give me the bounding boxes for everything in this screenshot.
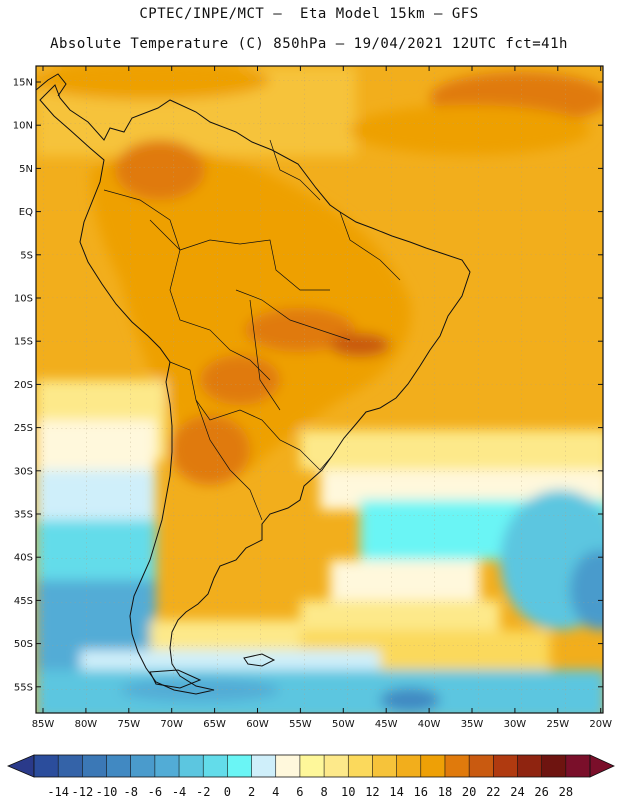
lat-label: 15S [14, 337, 33, 348]
colorbar-swatch [469, 755, 494, 777]
colorbar-swatch [106, 755, 131, 777]
lat-label: 45S [14, 596, 33, 607]
colorbar-swatch [203, 755, 228, 777]
colorbar-swatch [227, 755, 252, 777]
lon-label: 85W [32, 719, 55, 730]
colorbar-swatch [565, 755, 591, 777]
coastlines [36, 73, 471, 695]
colorbar-label: 20 [462, 785, 476, 799]
colorbar-swatch [251, 755, 277, 777]
lon-label: 80W [75, 719, 98, 730]
lat-label: 5S [20, 250, 33, 261]
lat-label: 10S [14, 294, 33, 305]
lat-label: 10N [13, 121, 33, 132]
lat-label: EQ [19, 207, 33, 218]
colorbar-swatch [541, 755, 567, 777]
colorbar-swatch [324, 755, 349, 777]
lat-label: 40S [14, 553, 33, 564]
colorbar-label: 28 [559, 785, 573, 799]
lon-label: 75W [117, 719, 140, 730]
colorbar: -14 -12 -10 -8 -6 -4 -2 0 2 4 6 8 10 12 14 16 18 20 22 24 26… [6, 754, 615, 799]
lon-label: 30W [504, 719, 527, 730]
lon-label: 65W [203, 719, 226, 730]
map-title-line-2: Absolute Temperature (C) 850hPa – 19/04/… [50, 36, 568, 52]
lon-label: 40W [418, 719, 441, 730]
colorbar-label: -4 [172, 785, 186, 799]
colorbar-label: 4 [272, 785, 279, 799]
colorbar-swatch [154, 755, 180, 777]
colorbar-swatch [493, 755, 518, 777]
lon-label: 20W [589, 719, 612, 730]
map-frame [35, 65, 604, 714]
lon-label: 35W [461, 719, 484, 730]
colorbar-label: 0 [224, 785, 231, 799]
colorbar-label: -12 [72, 785, 94, 799]
colorbar-arrow-right [589, 754, 615, 778]
lat-label: 20S [14, 380, 33, 391]
colorbar-label: 12 [365, 785, 379, 799]
colorbar-swatch [444, 755, 470, 777]
colorbar-label: -10 [96, 785, 118, 799]
latitude-axis: 15N 10N 5N EQ 5S 10S 15S 20S 25S 30S 35S 40S 45S 50S 5… [13, 78, 603, 693]
temperature-field [36, 66, 603, 713]
colorbar-swatch [179, 755, 204, 777]
colorbar-label: 26 [534, 785, 548, 799]
colorbar-swatch [372, 755, 397, 777]
colorbar-label: 16 [414, 785, 428, 799]
colorbar-swatch [348, 755, 373, 777]
colorbar-label: 6 [296, 785, 303, 799]
colorbar-label: -8 [123, 785, 137, 799]
lat-label: 55S [14, 682, 33, 693]
colorbar-label: 14 [389, 785, 403, 799]
colorbar-swatch [82, 755, 107, 777]
lon-label: 25W [546, 719, 569, 730]
lat-label: 5N [19, 164, 33, 175]
lat-label: 30S [14, 466, 33, 477]
colorbar-swatch [517, 755, 542, 777]
colorbar-swatch [275, 755, 301, 777]
colorbar-label: 24 [510, 785, 524, 799]
colorbar-label: -6 [148, 785, 162, 799]
colorbar-label: 2 [248, 785, 255, 799]
country-borders [103, 139, 401, 521]
lon-label: 70W [160, 719, 183, 730]
colorbar-frame [33, 754, 591, 778]
colorbar-swatch [396, 755, 422, 777]
lon-label: 50W [332, 719, 355, 730]
colorbar-swatch [34, 755, 59, 777]
lon-label: 45W [375, 719, 398, 730]
colorbar-arrow-left [6, 754, 35, 778]
colorbar-label: -2 [196, 785, 210, 799]
lon-label: 55W [289, 719, 312, 730]
lat-label: 15N [13, 78, 33, 89]
colorbar-swatch [58, 755, 83, 777]
colorbar-swatch [299, 755, 325, 777]
lat-label: 35S [14, 510, 33, 521]
colorbar-label: 8 [320, 785, 327, 799]
colorbar-swatch [130, 755, 156, 777]
lat-label: 25S [14, 423, 33, 434]
map-title-line-1: CPTEC/INPE/MCT – Eta Model 15km – GFS [139, 6, 479, 22]
colorbar-label: -14 [47, 785, 69, 799]
colorbar-label: 10 [341, 785, 355, 799]
lon-label: 60W [246, 719, 269, 730]
longitude-axis: 85W 80W 75W 70W 65W 60W 55W 50W 45W 40W 35W 30W 25W 2… [32, 66, 612, 730]
colorbar-label: 22 [486, 785, 500, 799]
lat-label: 50S [14, 639, 33, 650]
colorbar-label: 18 [438, 785, 452, 799]
colorbar-swatch [420, 755, 446, 777]
